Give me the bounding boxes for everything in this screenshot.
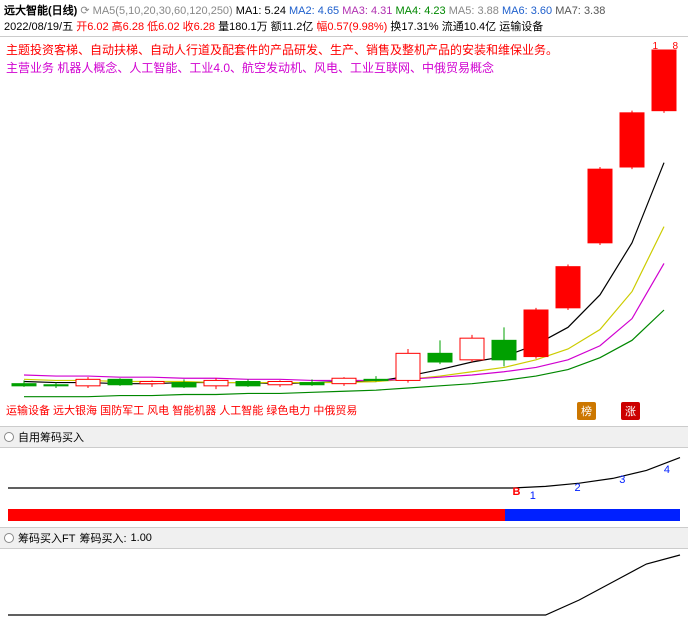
ma3-val: 4.31 — [371, 5, 392, 17]
ma2-val: 4.65 — [318, 5, 339, 17]
high-label: 高 — [112, 21, 123, 33]
badge-rise[interactable]: 涨 — [621, 402, 640, 420]
sub-chart-1[interactable]: B1 2 3 4 — [0, 448, 688, 528]
date: 2022/08/19/五 — [4, 21, 73, 33]
sub2-title-b: 筹码买入: — [79, 530, 126, 546]
ma6-label: MA6: — [502, 5, 528, 17]
ma1-val: 5.24 — [265, 5, 286, 17]
ma1-label: MA1: — [236, 5, 262, 17]
chg-label: 幅 — [316, 21, 327, 33]
sub-chart-2[interactable] — [0, 549, 688, 621]
sub2-header: 筹码买入FT 筹码买入: 1.00 — [0, 528, 688, 549]
low-val: 6.02 — [158, 21, 179, 33]
sub2-title-a: 筹码买入FT — [18, 530, 75, 546]
sub2-svg — [0, 549, 688, 621]
stock-title: 远大智能(日线) — [4, 5, 77, 17]
sub1-label: B — [513, 486, 521, 498]
float-label: 流通 — [442, 21, 464, 33]
turnover-label: 换 — [390, 21, 401, 33]
high-val: 6.28 — [123, 21, 144, 33]
vol-label: 量 — [218, 21, 229, 33]
refresh-icon[interactable]: ⟳ — [80, 5, 92, 17]
close-val: 6.28 — [194, 21, 215, 33]
sub1-label: 4 — [664, 464, 670, 476]
chart-header: 远大智能(日线) ⟳ MA5(5,10,20,30,60,120,250) MA… — [0, 0, 688, 37]
ma-def: MA5(5,10,20,30,60,120,250) — [93, 5, 233, 17]
low-label: 低 — [147, 21, 158, 33]
close-label: 收 — [183, 21, 194, 33]
sub1-label: 3 — [619, 474, 625, 486]
ma5-val: 3.88 — [477, 5, 498, 17]
concept-tags: 运输设备 远大银海 国防军工 风电 智能机器 人工智能 绿色电力 中俄贸易 — [6, 402, 357, 418]
ma7-label: MA7: — [555, 5, 581, 17]
candlestick-chart[interactable]: 主题投资客梯、自动扶梯、自动人行道及配套件的产品研发、生产、销售及整机产品的安装… — [0, 37, 688, 427]
ma5-label: MA5: — [449, 5, 475, 17]
collapse-icon[interactable] — [4, 432, 14, 442]
bar-blue — [505, 509, 680, 521]
sub1-title: 自用筹码买入 — [18, 429, 84, 445]
sub1-label: 2 — [574, 482, 580, 494]
bar-red — [8, 509, 505, 521]
top-marker-8: 8 — [672, 41, 678, 52]
ratio-bar — [8, 509, 680, 521]
chg-val: 0.57(9.98%) — [327, 21, 387, 33]
candlestick-svg — [0, 37, 688, 427]
ma3-label: MA3: — [342, 5, 368, 17]
collapse-icon[interactable] — [4, 533, 14, 543]
top-marker-1: 1 — [652, 41, 658, 52]
ma7-val: 3.38 — [584, 5, 605, 17]
ma6-val: 3.60 — [531, 5, 552, 17]
sector: 运输设备 — [499, 21, 543, 33]
vol-val: 180.1万 — [229, 21, 268, 33]
float-val: 10.4亿 — [464, 21, 496, 33]
ma4-label: MA4: — [395, 5, 421, 17]
sub2-val: 1.00 — [131, 532, 152, 544]
turnover-val: 17.31% — [401, 21, 438, 33]
ma2-label: MA2: — [289, 5, 315, 17]
open-val: 6.02 — [87, 21, 108, 33]
badge-list[interactable]: 榜 — [577, 402, 596, 420]
open-label: 开 — [76, 21, 87, 33]
sub1-label: 1 — [530, 490, 536, 502]
amt-val: 11.2亿 — [282, 21, 314, 33]
sub1-header: 自用筹码买入 — [0, 427, 688, 448]
ma4-val: 4.23 — [424, 5, 445, 17]
amt-label: 额 — [271, 21, 282, 33]
